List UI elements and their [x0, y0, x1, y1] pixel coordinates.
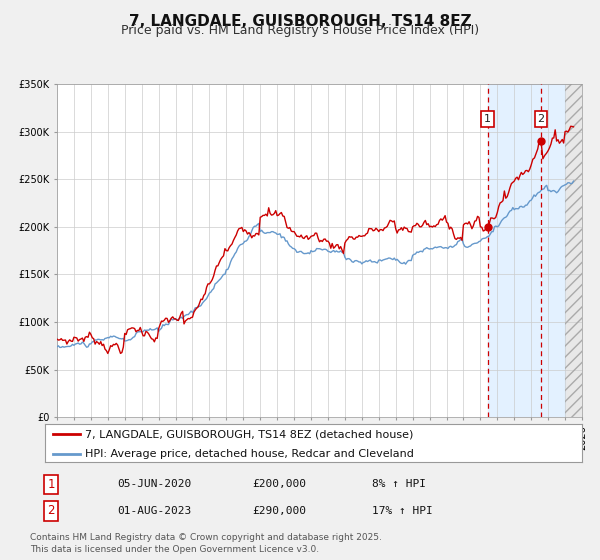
Text: Price paid vs. HM Land Registry's House Price Index (HPI): Price paid vs. HM Land Registry's House …: [121, 24, 479, 37]
Text: 7, LANGDALE, GUISBOROUGH, TS14 8EZ (detached house): 7, LANGDALE, GUISBOROUGH, TS14 8EZ (deta…: [85, 429, 413, 439]
Bar: [565, 84, 582, 417]
Text: 2: 2: [538, 114, 545, 124]
Text: 01-AUG-2023: 01-AUG-2023: [117, 506, 191, 516]
Text: 1: 1: [484, 114, 491, 124]
Text: HPI: Average price, detached house, Redcar and Cleveland: HPI: Average price, detached house, Redc…: [85, 449, 414, 459]
Text: £290,000: £290,000: [252, 506, 306, 516]
Text: 05-JUN-2020: 05-JUN-2020: [117, 479, 191, 489]
Text: 1: 1: [47, 478, 55, 491]
Bar: [565, 84, 582, 417]
Text: Contains HM Land Registry data © Crown copyright and database right 2025.
This d: Contains HM Land Registry data © Crown c…: [30, 533, 382, 554]
Text: 7, LANGDALE, GUISBOROUGH, TS14 8EZ: 7, LANGDALE, GUISBOROUGH, TS14 8EZ: [128, 14, 472, 29]
Text: 8% ↑ HPI: 8% ↑ HPI: [372, 479, 426, 489]
Text: 17% ↑ HPI: 17% ↑ HPI: [372, 506, 433, 516]
Text: 2: 2: [47, 504, 55, 517]
Text: £200,000: £200,000: [252, 479, 306, 489]
Bar: [487, 84, 565, 417]
